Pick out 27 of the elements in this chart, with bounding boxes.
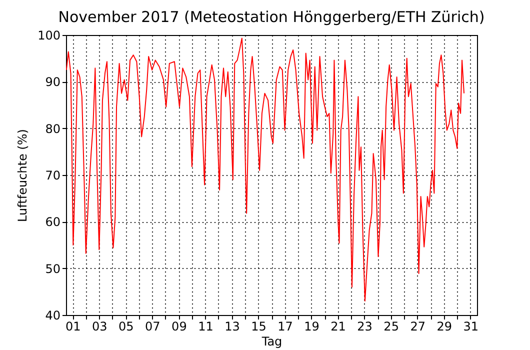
x-tick-label: 05	[118, 320, 134, 334]
x-tick-label: 19	[304, 320, 320, 334]
y-tick-label: 60	[45, 215, 60, 230]
x-tick-label: 13	[224, 320, 240, 334]
x-tick-label: 23	[357, 320, 372, 334]
x-axis-title: Tag	[260, 334, 282, 348]
x-tick-label: 09	[172, 320, 187, 334]
y-tick-label: 70	[45, 168, 60, 182]
y-axis-title: Luftfeuchte (%)	[16, 129, 30, 222]
y-tick-label: 40	[45, 308, 60, 322]
y-tick-label: 90	[45, 75, 60, 90]
x-tick-label: 07	[145, 320, 160, 334]
line-series	[66, 38, 465, 302]
x-tick-label: 31	[463, 320, 479, 334]
x-tick-label: 25	[384, 320, 399, 334]
x-tick-label: 17	[278, 320, 293, 334]
y-tick-label: 80	[45, 122, 60, 136]
chart-title: November 2017 (Meteostation Hönggerberg/ETH Zürich)	[58, 8, 485, 26]
x-tick-label: 11	[198, 320, 214, 334]
x-tick-label: 01	[65, 320, 81, 334]
x-tick-label: 15	[251, 320, 266, 334]
y-tick-label: 100	[38, 28, 60, 42]
x-tick-label: 21	[330, 320, 346, 334]
y-tick-label: 50	[45, 262, 60, 276]
x-tick-label: 29	[436, 320, 452, 334]
x-tick-label: 03	[92, 320, 108, 334]
x-tick-label: 27	[410, 320, 426, 334]
